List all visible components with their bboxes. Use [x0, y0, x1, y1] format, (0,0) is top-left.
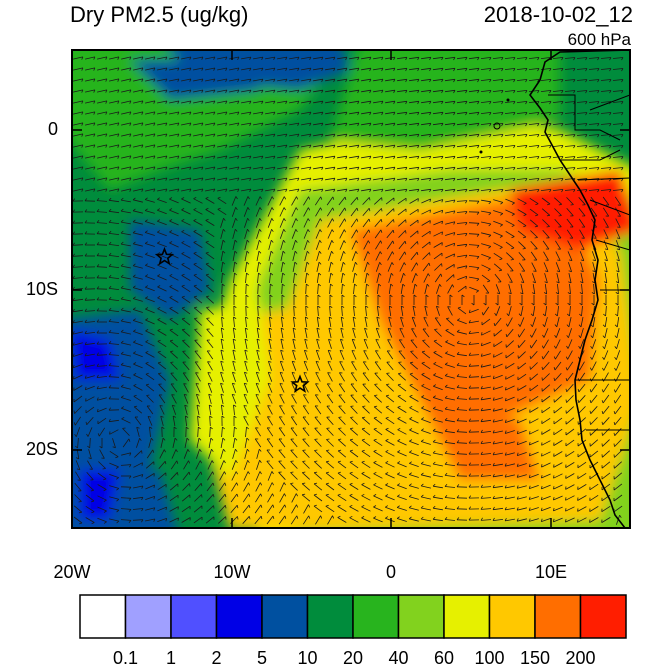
island: [507, 99, 510, 102]
colorbar-swatch: [308, 595, 354, 638]
island: [480, 151, 483, 154]
colorbar-swatch: [126, 595, 172, 638]
colorbar-swatch: [217, 595, 263, 638]
xtick-label: 0: [361, 562, 421, 583]
colorbar-label: 40: [374, 648, 424, 669]
colorbar-swatch: [353, 595, 399, 638]
colorbar-label: 2: [192, 648, 242, 669]
colorbar-swatch: [490, 595, 536, 638]
colorbar-swatch: [171, 595, 217, 638]
colorbar-label: 0.1: [101, 648, 151, 669]
colorbar-label: 10: [283, 648, 333, 669]
colorbar-label: 150: [510, 648, 560, 669]
ytick-label: 10S: [10, 279, 58, 300]
colorbar-label: 20: [328, 648, 378, 669]
ytick-label: 0: [10, 119, 58, 140]
colorbar-label: 1: [146, 648, 196, 669]
xtick-label: 10W: [202, 562, 262, 583]
colorbar: [80, 595, 626, 638]
colorbar-swatch: [399, 595, 445, 638]
colorbar-swatch: [581, 595, 627, 638]
colorbar-label: 60: [419, 648, 469, 669]
xtick-label: 10E: [521, 562, 581, 583]
colorbar-swatch: [535, 595, 581, 638]
colorbar-swatch: [262, 595, 308, 638]
colorbar-label: 100: [465, 648, 515, 669]
colorbar-label: 5: [237, 648, 287, 669]
colorbar-label: 200: [556, 648, 606, 669]
concentration-field: [60, 40, 640, 540]
xtick-label: 20W: [42, 562, 102, 583]
colorbar-swatch: [444, 595, 490, 638]
colorbar-swatch: [80, 595, 126, 638]
ytick-label: 20S: [10, 439, 58, 460]
